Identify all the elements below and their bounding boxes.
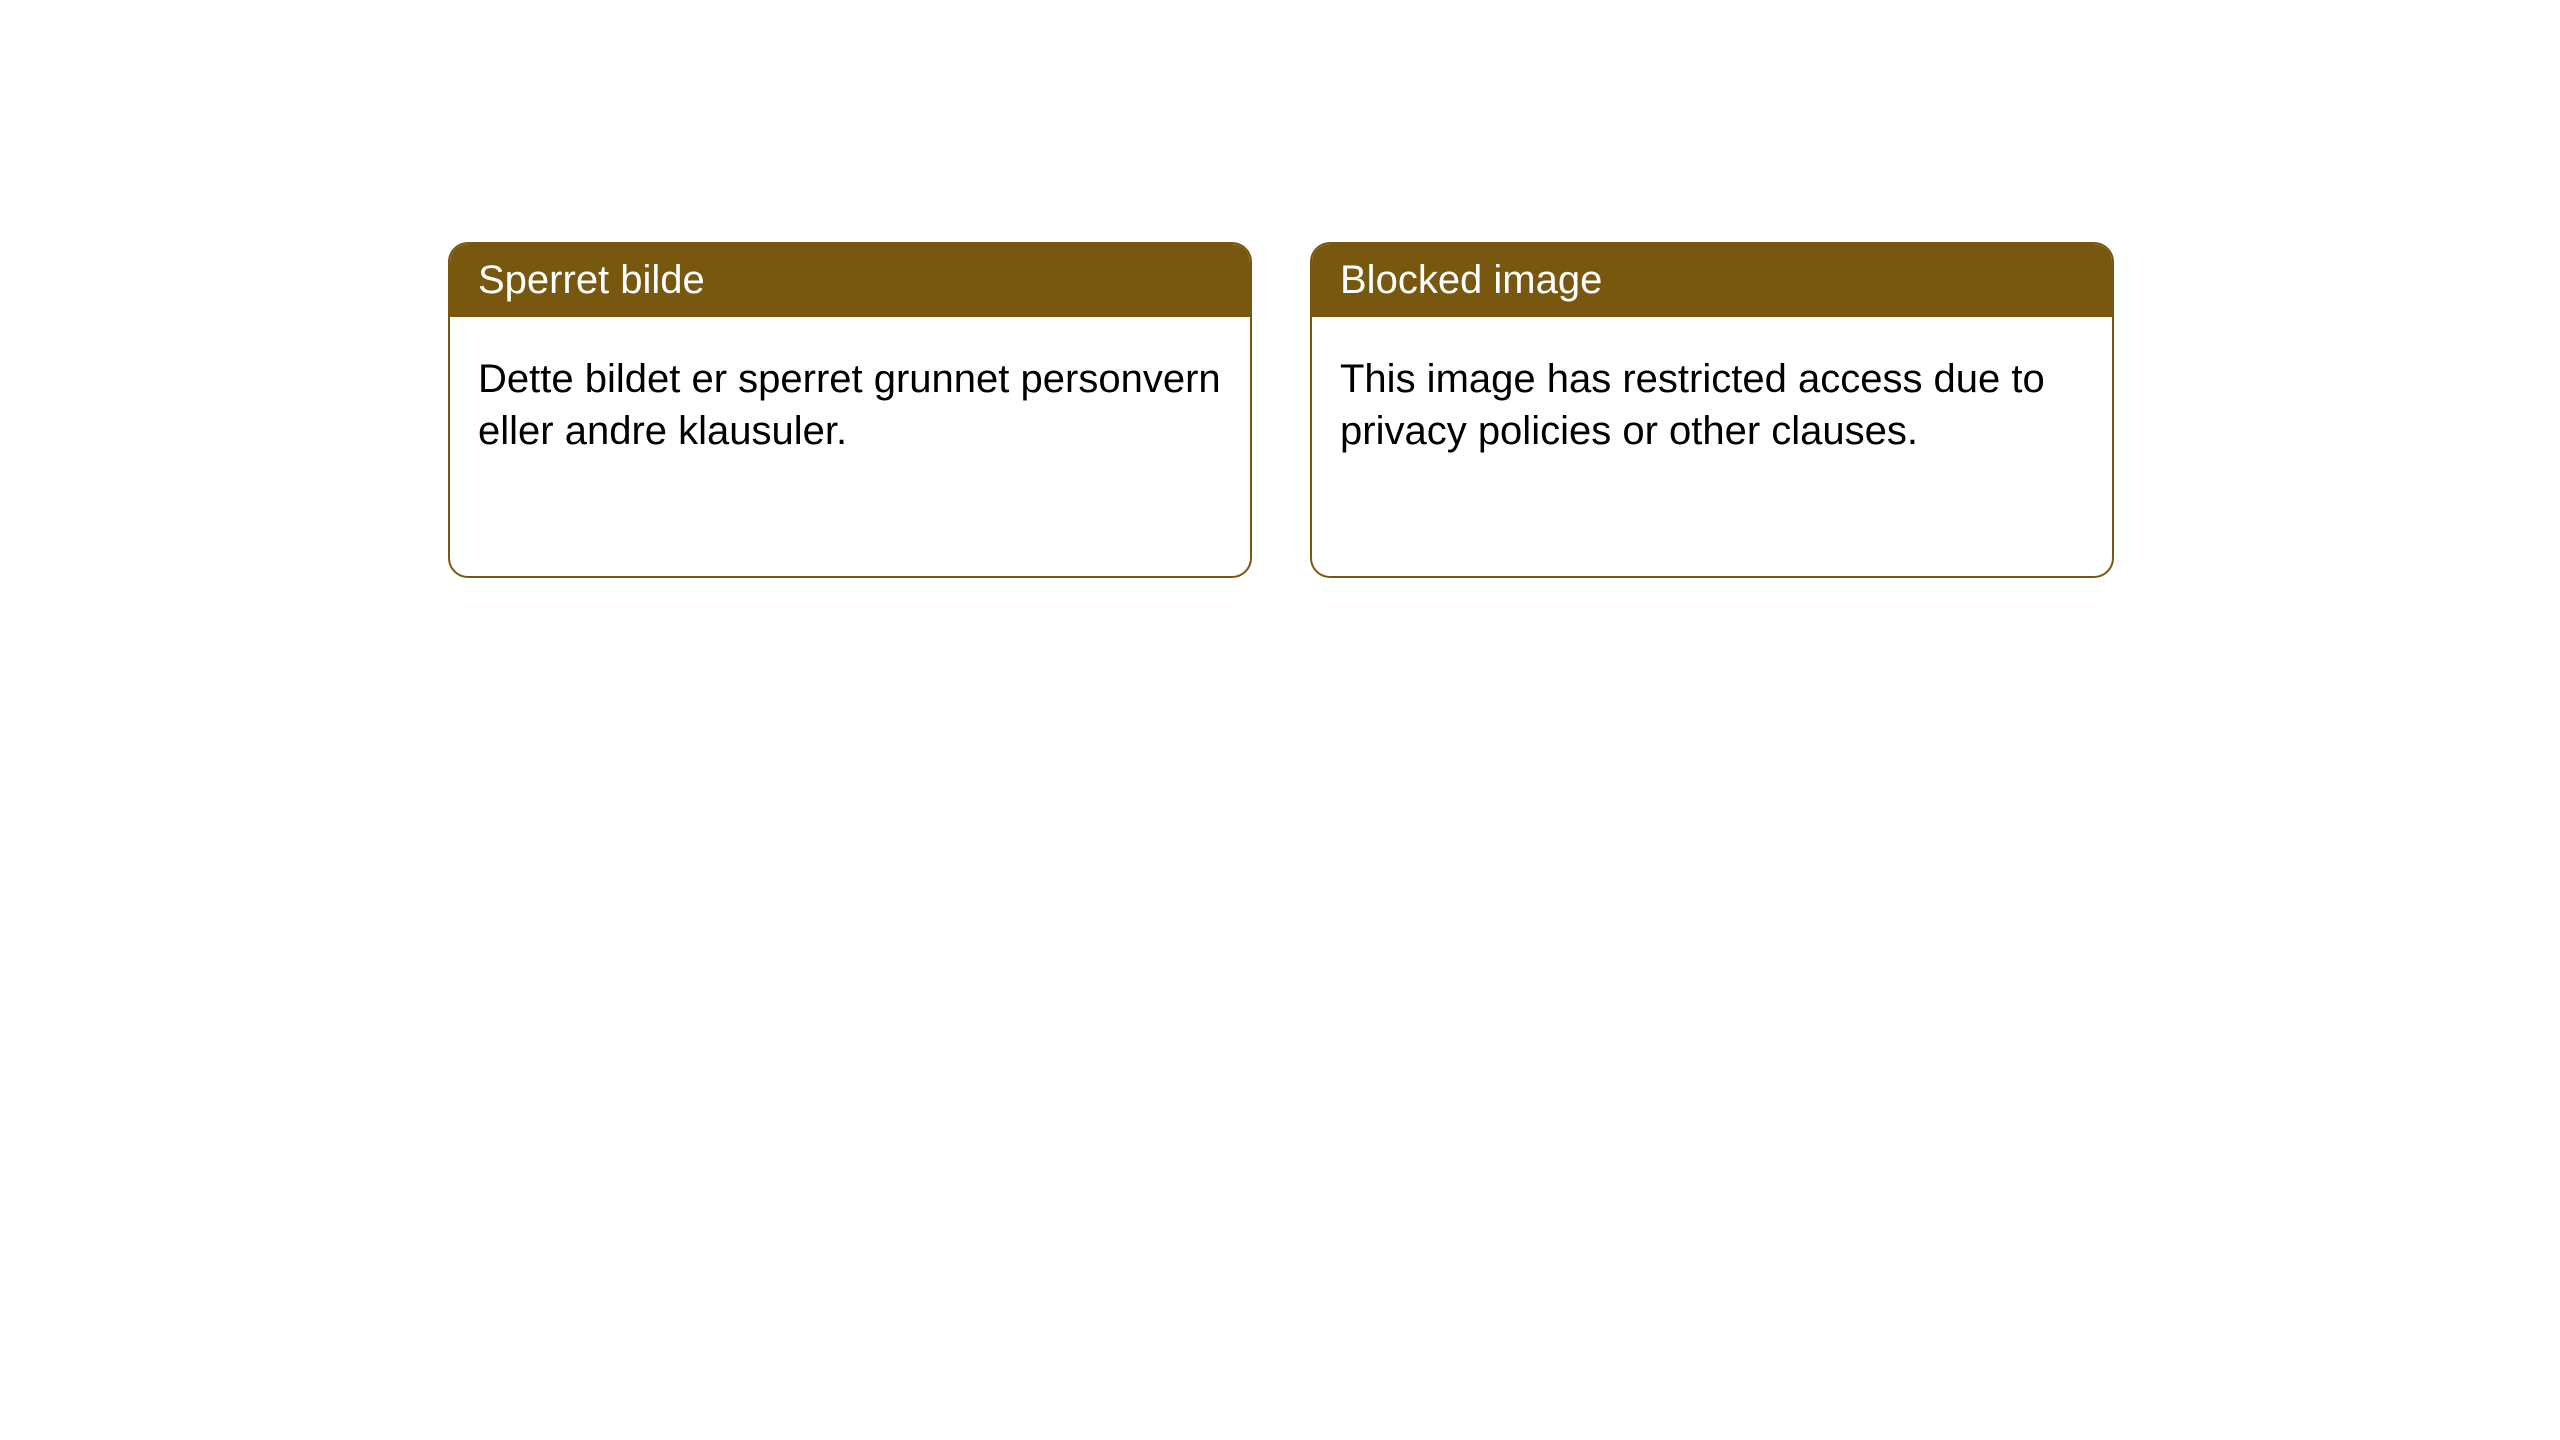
blocked-image-card-en: Blocked image This image has restricted …: [1310, 242, 2114, 578]
card-body-en: This image has restricted access due to …: [1312, 317, 2112, 493]
card-header-en: Blocked image: [1312, 244, 2112, 317]
card-body-no: Dette bildet er sperret grunnet personve…: [450, 317, 1250, 493]
cards-container: Sperret bilde Dette bildet er sperret gr…: [0, 0, 2560, 578]
card-header-no: Sperret bilde: [450, 244, 1250, 317]
blocked-image-card-no: Sperret bilde Dette bildet er sperret gr…: [448, 242, 1252, 578]
